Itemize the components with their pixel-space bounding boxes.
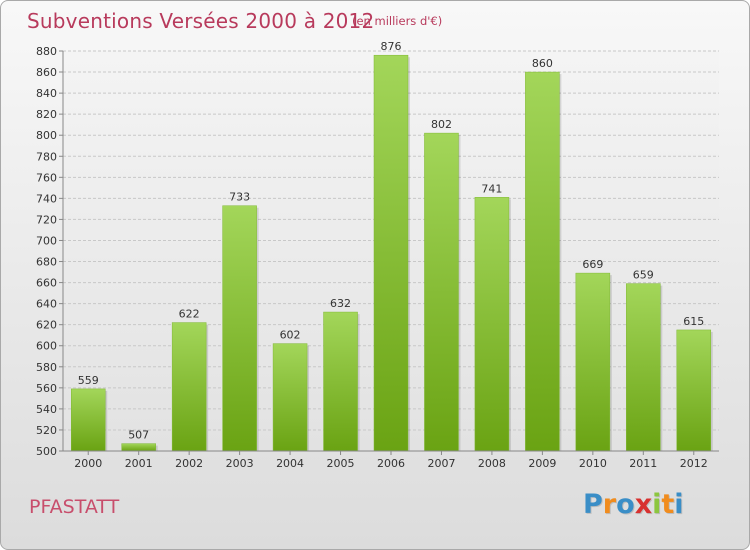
y-tick-label: 660 [36,277,57,290]
x-tick-label: 2012 [680,457,708,470]
logo-letter: t [661,489,675,520]
x-tick-label: 2003 [226,457,254,470]
bar [474,197,510,452]
bar-value-label: 559 [78,374,99,387]
y-tick-label: 560 [36,382,57,395]
logo-letter: x [634,489,653,520]
bar [424,132,459,452]
x-tick-label: 2008 [478,457,506,470]
y-tick-label: 840 [36,87,57,100]
x-tick-label: 2005 [327,457,355,470]
y-tick-label: 580 [36,361,57,374]
x-tick-label: 2011 [629,457,657,470]
y-tick-label: 700 [36,234,57,247]
bar-value-label: 741 [481,182,502,195]
bar-value-label: 615 [683,315,704,328]
bar [272,343,308,452]
logo-letter: P [583,489,603,520]
y-tick-label: 500 [36,445,57,458]
y-tick-label: 860 [36,66,57,79]
bar [575,272,611,452]
bar [70,388,106,452]
y-tick-label: 820 [36,108,57,121]
y-tick-label: 680 [36,256,57,269]
bar-value-label: 733 [229,191,250,204]
logo-letter: i [674,489,684,520]
bar [525,71,560,452]
y-tick-label: 540 [36,403,57,416]
bar [171,322,207,452]
x-tick-label: 2010 [579,457,607,470]
bar-value-label: 602 [280,329,301,342]
x-tick-label: 2006 [377,457,405,470]
y-tick-label: 520 [36,424,57,437]
x-tick-label: 2002 [175,457,203,470]
x-tick-label: 2007 [427,457,455,470]
bar-value-label: 659 [633,269,654,282]
y-tick-label: 600 [36,340,57,353]
bar [323,311,358,452]
bar [121,443,156,452]
bar [222,205,257,452]
bar-value-label: 632 [330,297,351,310]
commune-name: PFASTATT [29,496,120,518]
logo-letter: o [616,489,635,520]
y-tick-label: 620 [36,319,57,332]
y-tick-label: 800 [36,129,57,142]
bar-value-label: 622 [179,308,200,321]
y-tick-label: 720 [36,213,57,226]
bar-value-label: 507 [128,429,149,442]
x-tick-label: 2000 [74,457,102,470]
logo-letter: r [602,489,617,520]
bar-value-label: 802 [431,118,452,131]
proxiti-logo: Proxiti [583,489,684,520]
chart-subtitle: (en milliers d'€) [352,14,443,28]
y-tick-label: 640 [36,298,57,311]
bar-value-label: 669 [582,258,603,271]
bar-value-label: 876 [381,40,402,53]
chart-title: Subventions Versées 2000 à 2012 [27,9,375,33]
x-tick-label: 2004 [276,457,304,470]
bar [373,54,409,452]
logo-letter: i [652,489,662,520]
y-tick-label: 880 [36,45,57,58]
y-tick-label: 780 [36,150,57,163]
y-tick-label: 760 [36,171,57,184]
y-tick-label: 740 [36,192,57,205]
x-tick-label: 2001 [125,457,153,470]
bar [626,283,661,452]
bar-value-label: 860 [532,57,553,70]
x-tick-label: 2009 [528,457,556,470]
bar [676,329,712,452]
